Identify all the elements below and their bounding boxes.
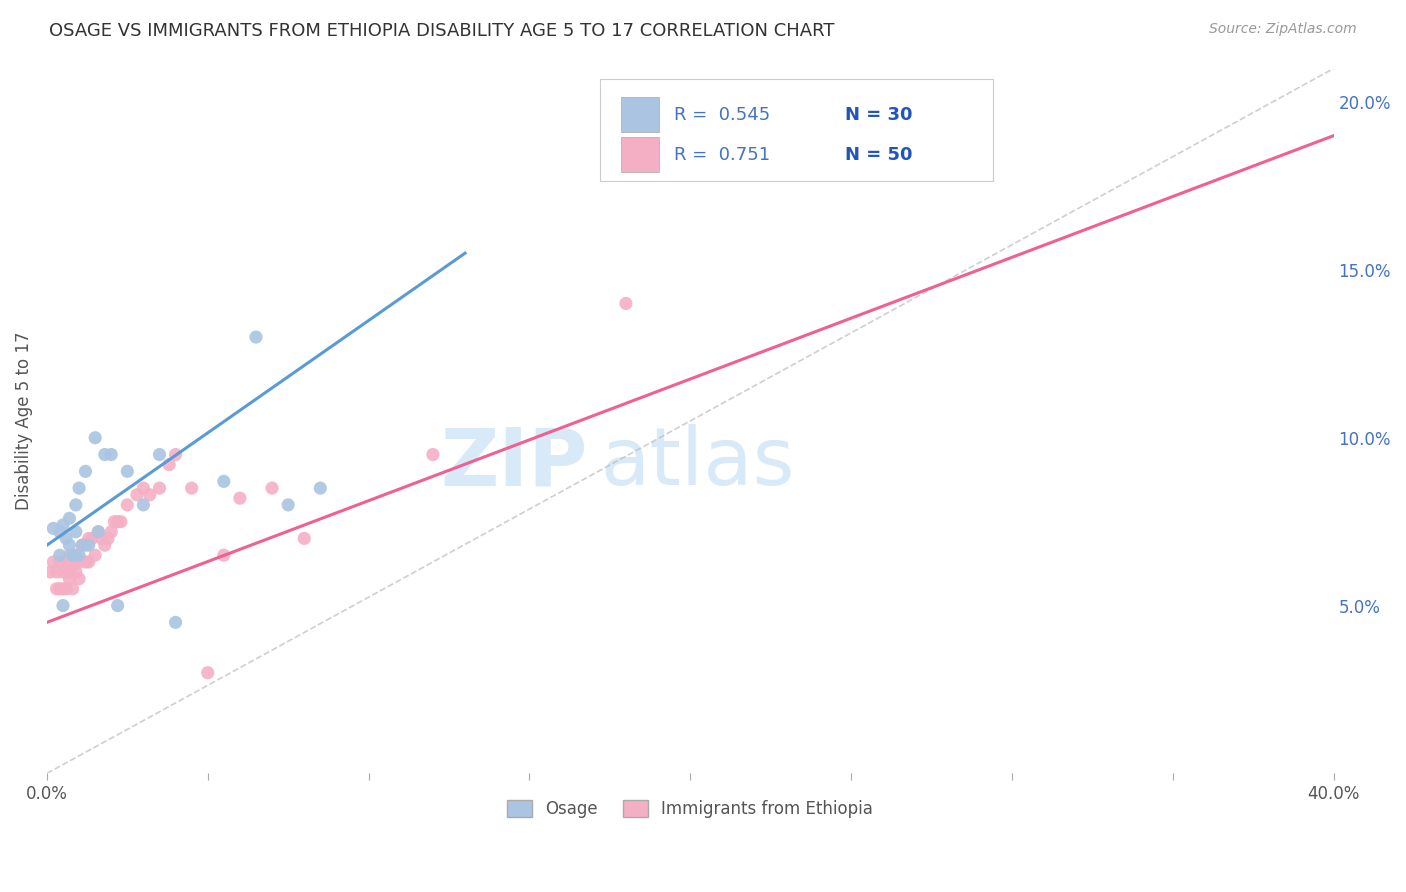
Point [614,296,637,310]
Point [422,448,444,462]
Point [212,475,235,489]
Point [148,481,170,495]
Point [49,555,72,569]
Point [87,524,110,539]
Point [77,555,100,569]
Point [62,548,84,562]
Point [117,498,139,512]
Point [132,481,155,495]
Point [52,599,75,613]
Text: OSAGE VS IMMIGRANTS FROM ETHIOPIA DISABILITY AGE 5 TO 17 CORRELATION CHART: OSAGE VS IMMIGRANTS FROM ETHIOPIA DISABI… [49,22,835,40]
Point [67,481,90,495]
Point [55,558,77,573]
Point [110,515,132,529]
Point [52,582,75,596]
Point [212,548,235,562]
Point [65,524,87,539]
Point [65,565,87,579]
Text: atlas: atlas [600,425,794,502]
Point [77,532,100,546]
Point [49,548,72,562]
Point [107,599,129,613]
Point [84,431,107,445]
Point [55,532,77,546]
Point [100,448,122,462]
Point [148,448,170,462]
Point [80,532,103,546]
Point [245,330,267,344]
Point [197,665,219,680]
Point [87,524,110,539]
Point [75,555,97,569]
Point [84,548,107,562]
Point [229,491,252,505]
Point [292,532,315,546]
Point [872,145,894,160]
Point [165,448,187,462]
Text: N = 30: N = 30 [845,105,912,124]
Point [262,481,284,495]
Point [277,498,299,512]
Point [62,558,84,573]
Point [58,572,80,586]
FancyBboxPatch shape [600,79,993,181]
Point [117,464,139,478]
Point [125,488,148,502]
Text: ZIP: ZIP [440,425,588,502]
Point [39,565,62,579]
Point [45,565,67,579]
Point [62,582,84,596]
Point [49,524,72,539]
Point [132,498,155,512]
Point [62,548,84,562]
Point [52,565,75,579]
Text: N = 50: N = 50 [845,145,912,163]
Point [97,532,120,546]
Point [100,524,122,539]
Point [94,538,117,552]
Point [65,548,87,562]
Point [58,565,80,579]
Point [157,458,180,472]
Point [42,521,65,535]
Point [107,515,129,529]
Point [94,448,117,462]
FancyBboxPatch shape [621,136,659,172]
Legend: Osage, Immigrants from Ethiopia: Osage, Immigrants from Ethiopia [501,794,880,825]
Point [180,481,202,495]
Point [72,538,94,552]
Point [65,498,87,512]
FancyBboxPatch shape [621,97,659,132]
Text: R =  0.545: R = 0.545 [673,105,770,124]
Y-axis label: Disability Age 5 to 17: Disability Age 5 to 17 [15,332,32,510]
Point [52,518,75,533]
Text: Source: ZipAtlas.com: Source: ZipAtlas.com [1209,22,1357,37]
Point [75,538,97,552]
Text: R =  0.751: R = 0.751 [673,145,769,163]
Point [67,572,90,586]
Point [90,532,112,546]
Point [45,582,67,596]
Point [58,511,80,525]
Point [77,538,100,552]
Point [58,538,80,552]
Point [103,515,125,529]
Point [165,615,187,630]
Point [139,488,162,502]
Point [75,464,97,478]
Point [58,548,80,562]
Point [309,481,332,495]
Point [49,582,72,596]
Point [67,555,90,569]
Point [67,548,90,562]
Point [55,582,77,596]
Point [42,555,65,569]
Point [72,538,94,552]
